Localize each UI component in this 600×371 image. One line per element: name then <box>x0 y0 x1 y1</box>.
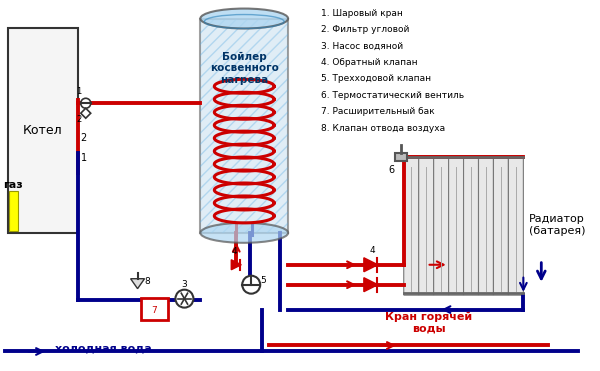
Text: Кран горячей
воды: Кран горячей воды <box>385 312 472 334</box>
Bar <box>9 191 18 231</box>
Text: 1. Шаровый кран: 1. Шаровый кран <box>321 9 403 17</box>
Ellipse shape <box>200 9 288 29</box>
Polygon shape <box>131 279 145 289</box>
Text: 6: 6 <box>389 165 395 175</box>
Text: 5: 5 <box>260 276 266 285</box>
Ellipse shape <box>200 223 288 243</box>
Circle shape <box>175 290 193 308</box>
Text: Котел: Котел <box>23 124 62 137</box>
FancyBboxPatch shape <box>419 155 434 295</box>
Text: 5. Трехходовой клапан: 5. Трехходовой клапан <box>321 74 431 83</box>
Polygon shape <box>231 260 241 270</box>
Text: 8. Клапан отвода воздуха: 8. Клапан отвода воздуха <box>321 124 445 133</box>
FancyBboxPatch shape <box>404 155 419 295</box>
Text: 8: 8 <box>145 277 151 286</box>
Text: 4: 4 <box>232 247 237 256</box>
FancyBboxPatch shape <box>493 155 508 295</box>
Text: газ: газ <box>3 180 23 190</box>
Text: 3: 3 <box>182 280 187 289</box>
Text: 2. Фильтр угловой: 2. Фильтр угловой <box>321 25 409 34</box>
Bar <box>200 19 288 233</box>
Text: 2: 2 <box>76 115 82 124</box>
Text: Радиатор
(батарея): Радиатор (батарея) <box>529 214 586 236</box>
Text: Бойлер
косвенного
нагрева: Бойлер косвенного нагрева <box>210 52 278 85</box>
Text: 1: 1 <box>76 87 82 96</box>
Text: 3. Насос водяной: 3. Насос водяной <box>321 42 403 50</box>
FancyBboxPatch shape <box>479 155 493 295</box>
Bar <box>140 298 169 319</box>
Bar <box>8 29 78 233</box>
FancyBboxPatch shape <box>434 155 449 295</box>
Polygon shape <box>364 278 378 292</box>
Text: 1: 1 <box>81 153 87 163</box>
Bar <box>395 153 407 161</box>
FancyBboxPatch shape <box>449 155 464 295</box>
Text: холодная вода: холодная вода <box>55 344 152 354</box>
FancyBboxPatch shape <box>508 155 523 295</box>
Text: 7: 7 <box>152 306 157 315</box>
Text: 7. Расширительный бак: 7. Расширительный бак <box>321 107 434 116</box>
Text: 6. Термостатический вентиль: 6. Термостатический вентиль <box>321 91 464 100</box>
Polygon shape <box>364 258 378 272</box>
Circle shape <box>81 98 91 108</box>
Text: 4: 4 <box>370 246 376 255</box>
Text: 2: 2 <box>81 133 87 143</box>
Polygon shape <box>81 108 91 118</box>
Text: 4. Обратный клапан: 4. Обратный клапан <box>321 58 418 67</box>
FancyBboxPatch shape <box>464 155 479 295</box>
Circle shape <box>242 276 260 294</box>
Bar <box>200 19 288 233</box>
